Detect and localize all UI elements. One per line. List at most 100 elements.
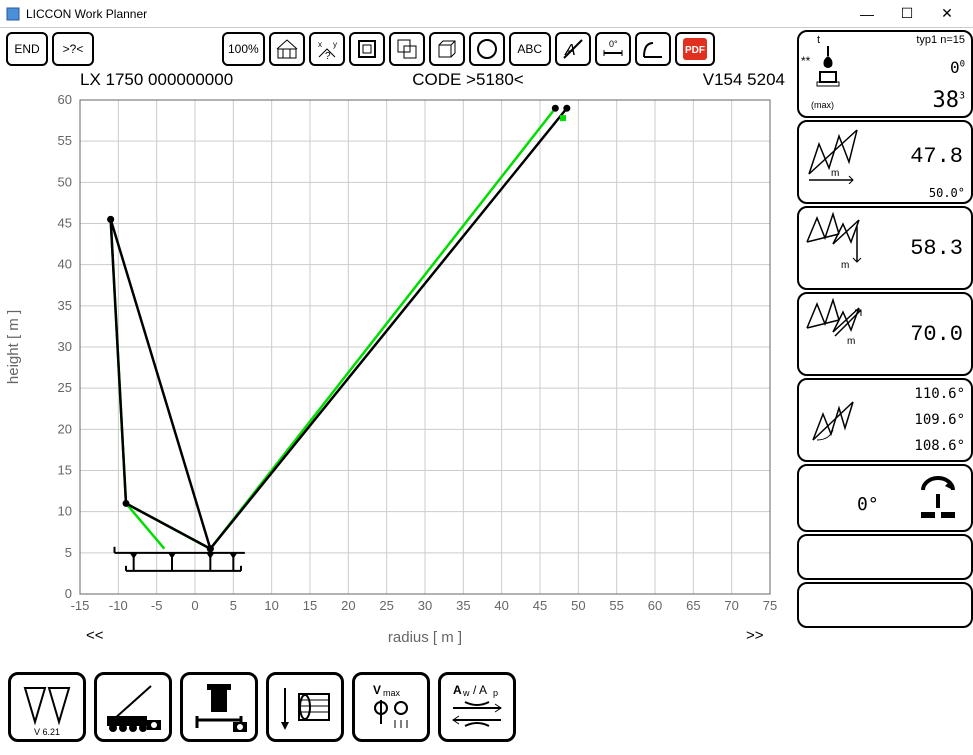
jib2-icon: m <box>803 298 869 360</box>
footer: V 6.21 <box>0 665 973 749</box>
val-a1: 110.6° <box>914 386 965 402</box>
svg-text:40: 40 <box>494 598 508 613</box>
svg-text:-10: -10 <box>109 598 128 613</box>
square-icon <box>355 37 379 61</box>
triangles-icon <box>17 682 77 732</box>
svg-text:25: 25 <box>379 598 393 613</box>
main-content: END >?< 100% xy? ABC A <box>0 28 797 665</box>
val-jib1: 58.3 <box>910 236 963 261</box>
svg-text:60: 60 <box>58 94 72 107</box>
footer-awap-button[interactable]: A w / A p <box>438 672 516 742</box>
overlap-icon <box>395 37 419 61</box>
counterweight-icon <box>273 680 337 734</box>
svg-text:5: 5 <box>230 598 237 613</box>
svg-text:45: 45 <box>58 216 72 231</box>
xy-button[interactable]: xy? <box>309 32 345 66</box>
svg-text:20: 20 <box>341 598 355 613</box>
svg-text:>>: >> <box>746 627 764 644</box>
svg-text:PDF: PDF <box>685 45 705 56</box>
app-icon <box>6 7 20 21</box>
svg-text:A: A <box>453 683 462 697</box>
panel-angles: 110.6° 109.6° 108.6° <box>797 378 973 462</box>
svg-text:50: 50 <box>571 598 585 613</box>
abc-button[interactable]: ABC <box>509 32 551 66</box>
val-a2: 109.6° <box>914 412 965 428</box>
footer-vmax-button[interactable]: V max <box>352 672 430 742</box>
toolbar: END >?< 100% xy? ABC A <box>0 28 797 70</box>
svg-text:?: ? <box>325 51 331 61</box>
label-max: (max) <box>811 100 834 110</box>
svg-text:75: 75 <box>763 598 777 613</box>
panel-empty2 <box>797 582 973 628</box>
val-boom: 47.8 <box>910 144 963 169</box>
square-button[interactable] <box>349 32 385 66</box>
svg-text:p: p <box>493 688 498 698</box>
svg-text:radius [ m ]: radius [ m ] <box>388 629 462 646</box>
svg-text:10: 10 <box>264 598 278 613</box>
boom-icon: m <box>803 126 865 184</box>
slew-icon <box>913 472 963 522</box>
svg-text:60: 60 <box>648 598 662 613</box>
svg-text:25: 25 <box>58 380 72 395</box>
svg-text:55: 55 <box>58 133 72 148</box>
vmax-icon: V max <box>359 680 423 734</box>
val-boom-ang: 50.0° <box>929 186 965 200</box>
svg-text:35: 35 <box>456 598 470 613</box>
help-button[interactable]: >?< <box>52 32 94 66</box>
panel-jib2: m 70.0 <box>797 292 973 376</box>
svg-text:<<: << <box>86 627 104 644</box>
header-line: LX 1750 000000000 CODE >5180< V154 5204 <box>0 70 797 94</box>
jib1-icon: m <box>803 212 869 274</box>
svg-text:height [ m ]: height [ m ] <box>5 310 22 384</box>
svg-text:55: 55 <box>609 598 623 613</box>
title-bar: LICCON Work Planner — ☐ ✕ <box>0 0 973 28</box>
end-button[interactable]: END <box>6 32 48 66</box>
overlap-button[interactable] <box>389 32 425 66</box>
svg-text:70: 70 <box>724 598 738 613</box>
circle-button[interactable] <box>469 32 505 66</box>
label-t: t <box>817 34 820 46</box>
svg-text:35: 35 <box>58 298 72 313</box>
svg-text:10: 10 <box>58 504 72 519</box>
val-a3: 108.6° <box>914 438 965 454</box>
svg-text:V: V <box>373 683 381 697</box>
footer-triangles-button[interactable]: V 6.21 <box>8 672 86 742</box>
cube-button[interactable] <box>429 32 465 66</box>
svg-text:max: max <box>383 688 401 698</box>
angles-icon <box>803 384 863 454</box>
val-38: 383 <box>932 88 965 113</box>
footer-counterweight-button[interactable] <box>266 672 344 742</box>
svg-text:m: m <box>841 260 849 271</box>
footer-outrigger-button[interactable] <box>180 672 258 742</box>
angle-button[interactable]: 0° <box>595 32 631 66</box>
svg-text:y: y <box>333 40 337 49</box>
close-button[interactable]: ✕ <box>927 2 967 26</box>
maximize-button[interactable]: ☐ <box>887 2 927 26</box>
version-label: V 6.21 <box>11 727 83 737</box>
footer-crane-button[interactable] <box>94 672 172 742</box>
house-button[interactable] <box>269 32 305 66</box>
zoom-button[interactable]: 100% <box>222 32 265 66</box>
no-text-button[interactable]: A <box>555 32 591 66</box>
angle-icon: 0° <box>601 37 625 61</box>
header-right: V154 5204 <box>703 70 785 90</box>
svg-text:40: 40 <box>58 257 72 272</box>
svg-text:5: 5 <box>65 545 72 560</box>
pdf-button[interactable]: PDF <box>675 32 715 66</box>
panel-jib1: m 58.3 <box>797 206 973 290</box>
minimize-button[interactable]: — <box>847 2 887 26</box>
svg-text:20: 20 <box>58 421 72 436</box>
curve-button[interactable] <box>635 32 671 66</box>
xy-icon: xy? <box>315 37 339 61</box>
window-title: LICCON Work Planner <box>26 7 147 21</box>
val-slew: 0° <box>857 494 879 515</box>
label-stars: ** <box>801 54 810 68</box>
cube-icon <box>435 37 459 61</box>
header-left: LX 1750 000000000 <box>80 70 233 90</box>
panel-empty1 <box>797 534 973 580</box>
no-text-icon: A <box>561 37 585 61</box>
val-zero: 00 <box>950 58 965 77</box>
val-jib2: 70.0 <box>910 322 963 347</box>
svg-text:-5: -5 <box>151 598 163 613</box>
hook-icon <box>815 46 841 88</box>
